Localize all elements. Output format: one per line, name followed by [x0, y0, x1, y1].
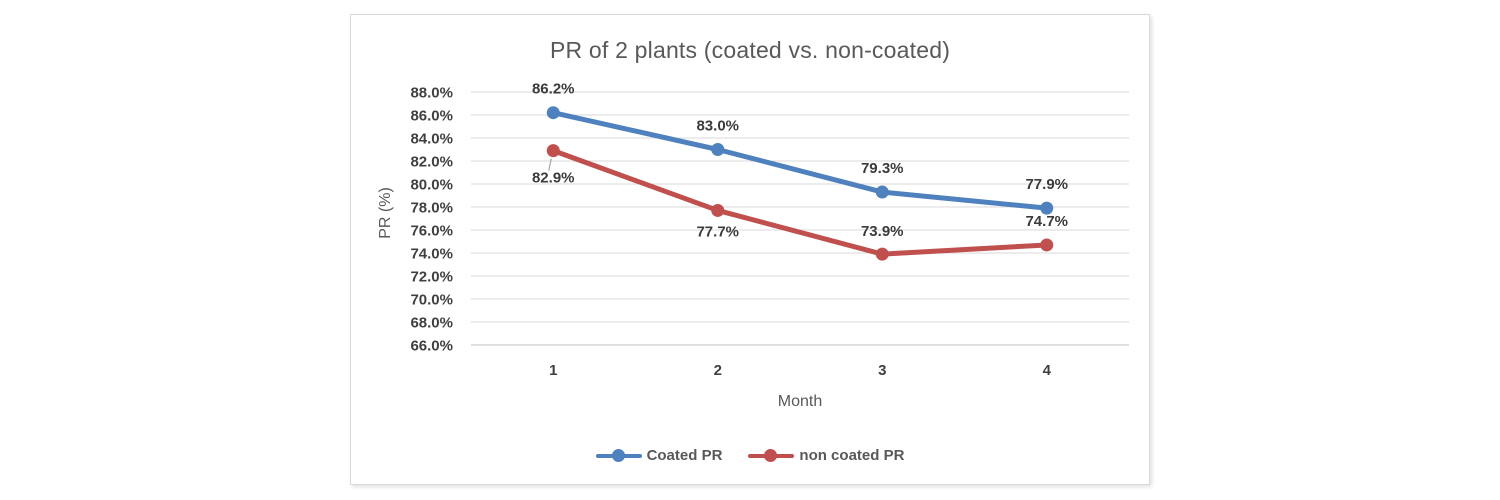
- x-tick-label: 4: [1043, 362, 1052, 379]
- legend-marker-icon: [748, 448, 795, 463]
- legend-label: non coated PR: [799, 447, 905, 464]
- series-marker-coated-pr: [711, 143, 725, 156]
- series-marker-coated-pr: [546, 106, 560, 120]
- series-marker-non-coated-pr: [875, 247, 889, 261]
- data-label-coated-pr: 83.0%: [696, 118, 739, 135]
- chart-plot-area: 88.0% 86.0% 84.0% 82.0% 80.0% 78.0% 76.0% 74.0%…: [377, 81, 1129, 410]
- data-label-non-coated-pr: 77.7%: [696, 223, 739, 240]
- x-tick-label: 1: [549, 362, 557, 379]
- legend-label: Coated PR: [646, 447, 723, 464]
- x-axis-title: Month: [778, 393, 822, 410]
- y-tick-label: 70.0%: [410, 292, 453, 309]
- x-tick-label: 2: [714, 362, 722, 379]
- legend-marker-icon: [595, 448, 642, 463]
- y-tick-label: 88.0%: [410, 85, 453, 102]
- y-tick-label: 68.0%: [410, 315, 453, 332]
- data-label-coated-pr: 79.3%: [861, 160, 904, 177]
- data-label-coated-pr: 77.9%: [1025, 176, 1068, 193]
- series-marker-coated-pr: [1040, 201, 1054, 215]
- y-tick-label: 82.0%: [410, 154, 453, 171]
- y-tick-label: 76.0%: [410, 223, 453, 240]
- data-label-non-coated-pr: 73.9%: [861, 223, 904, 240]
- y-axis-title: PR (%): [377, 187, 394, 239]
- series-marker-non-coated-pr: [1040, 238, 1054, 252]
- series-line-non-coated-pr: [550, 148, 1050, 257]
- chart-frame: PR of 2 plants (coated vs. non-coated) 8…: [350, 14, 1150, 485]
- legend: Coated PR non coated PR: [351, 447, 1149, 464]
- data-label-leader-line: [548, 158, 552, 171]
- y-tick-label: 84.0%: [410, 131, 453, 148]
- y-tick-label: 72.0%: [410, 269, 453, 286]
- x-tick-label: 3: [878, 362, 886, 379]
- y-tick-label: 80.0%: [410, 177, 453, 194]
- legend-item-coated-pr: Coated PR: [595, 447, 723, 464]
- data-label-non-coated-pr: 74.7%: [1025, 213, 1068, 230]
- legend-item-non-coated-pr: non coated PR: [748, 447, 904, 464]
- y-tick-label: 74.0%: [410, 246, 453, 263]
- y-tick-label: 86.0%: [410, 108, 453, 125]
- y-tick-label: 66.0%: [410, 338, 453, 355]
- series-line-coated-pr: [550, 110, 1050, 211]
- series-marker-non-coated-pr: [711, 203, 725, 217]
- chart-title: PR of 2 plants (coated vs. non-coated): [549, 37, 951, 63]
- y-tick-label: 78.0%: [410, 200, 453, 217]
- series-marker-coated-pr: [875, 185, 889, 199]
- data-label-coated-pr: 86.2%: [532, 81, 575, 98]
- data-label-non-coated-pr: 82.9%: [532, 170, 575, 187]
- series-marker-non-coated-pr: [546, 144, 560, 158]
